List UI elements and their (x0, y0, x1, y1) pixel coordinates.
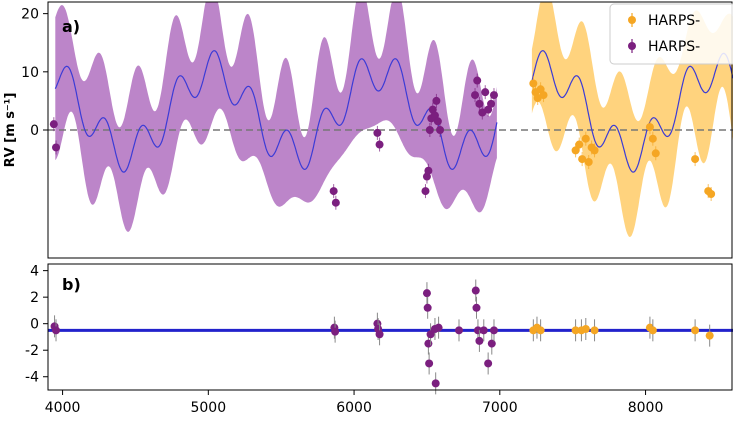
legend: HARPS- HARPS- (609, 3, 733, 65)
residual-point (375, 330, 384, 339)
rv-point (373, 128, 382, 137)
residual-point (691, 326, 700, 335)
y-tick-label: 10 (21, 65, 39, 81)
y-tick-label: 20 (21, 7, 39, 23)
residual-point (473, 326, 482, 335)
rv-point (489, 91, 498, 100)
rv-point (481, 88, 490, 97)
residual-point (571, 326, 580, 335)
rv-data-points (49, 73, 716, 210)
residual-point (648, 326, 657, 335)
x-tick-label: 4000 (45, 400, 81, 416)
rv-point (707, 190, 716, 198)
residual-data-points (50, 279, 714, 395)
residual-point (331, 327, 340, 336)
rv-point (49, 120, 58, 129)
residual-point (455, 326, 463, 335)
panel-b-y-ticks: 4 2 0 -2 -4 (25, 264, 48, 386)
residual-point (475, 336, 484, 345)
rv-point (433, 117, 442, 126)
panel-b-label: b) (62, 275, 81, 294)
rv-point (539, 91, 548, 100)
rv-point (584, 158, 593, 166)
residual-point (581, 324, 590, 333)
x-tick-label: 8000 (628, 400, 664, 416)
x-axis-ticks: 4000 5000 6000 7000 8000 (45, 390, 664, 416)
residual-point (487, 339, 496, 348)
legend-marker (628, 42, 636, 50)
residual-point (479, 326, 488, 335)
rv-point (571, 146, 580, 155)
x-tick-label: 6000 (336, 400, 372, 416)
rv-point (575, 140, 584, 149)
rv-point (432, 96, 441, 105)
rv-point (331, 198, 340, 207)
rv-point (424, 166, 433, 175)
rv-point (473, 76, 482, 85)
model-line-segment-1 (531, 50, 733, 173)
legend-box (609, 3, 733, 65)
rv-point (329, 187, 338, 196)
residual-point (425, 359, 434, 368)
panel-a-y-axis-label: RV [m s⁻¹] (3, 93, 18, 168)
residual-point (434, 323, 443, 332)
residual-point (423, 303, 432, 312)
rv-point (651, 149, 660, 158)
model-line-segment-0 (54, 50, 498, 173)
legend-entry-label: HARPS- (648, 39, 700, 55)
residual-point (590, 326, 599, 335)
rv-point (52, 143, 61, 152)
panel-a-y-ticks: 0 10 20 (21, 7, 48, 139)
x-tick-label: 7000 (482, 400, 518, 416)
panel-a: 0 10 20 a) RV [m s⁻¹] HARPS- HARPS- (3, 1, 733, 259)
residual-point (431, 379, 440, 388)
rv-point (645, 123, 654, 132)
residual-point (424, 339, 433, 348)
rv-point (529, 79, 538, 88)
model-curve (54, 50, 733, 173)
panel-b: 4 2 0 -2 -4 4000 5000 6000 7000 8000 b) (25, 263, 733, 416)
panel-b-frame (47, 263, 733, 391)
y-tick-label: -4 (25, 370, 39, 386)
residual-point (536, 326, 545, 335)
y-tick-label: -2 (25, 343, 39, 359)
rv-point (578, 155, 587, 164)
rv-point (436, 126, 445, 134)
rv-point (375, 140, 384, 149)
residual-point (489, 326, 498, 335)
residual-point (422, 289, 431, 298)
rv-point (487, 99, 496, 108)
legend-marker (628, 16, 636, 24)
panel-a-label: a) (62, 17, 80, 36)
y-tick-label: 0 (30, 317, 39, 333)
residual-point (705, 331, 714, 340)
rv-point (471, 91, 480, 100)
rv-point (648, 134, 657, 143)
residual-point (472, 303, 481, 312)
y-tick-label: 0 (30, 123, 39, 139)
residual-point (52, 326, 61, 335)
rv-point (581, 134, 590, 143)
y-tick-label: 4 (30, 264, 39, 280)
rv-point (590, 146, 599, 155)
y-tick-label: 2 (30, 290, 39, 306)
rv-point (421, 187, 430, 196)
band-segment-0 (55, 2, 497, 232)
rv-point (475, 99, 484, 108)
residual-point (484, 359, 493, 368)
legend-entry-label: HARPS- (648, 13, 700, 29)
residual-point (471, 286, 480, 295)
rv-point (691, 155, 700, 164)
rv-point (425, 126, 434, 134)
residual-point (426, 330, 435, 339)
x-tick-label: 5000 (190, 400, 226, 416)
